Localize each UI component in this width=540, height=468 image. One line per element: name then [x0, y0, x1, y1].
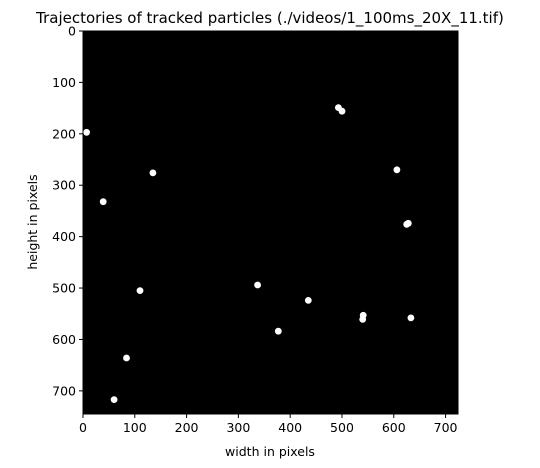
particle-point-8: [274, 327, 282, 335]
y-axis-label: height in pixels: [25, 174, 40, 269]
x-tick-label: 700: [434, 420, 458, 435]
y-tick-label: 600: [52, 332, 76, 347]
plot-area: [82, 30, 459, 415]
particle-point-14: [404, 219, 412, 227]
particle-point-11: [338, 107, 346, 115]
x-tick-label: 100: [123, 420, 147, 435]
y-tick-label: 0: [68, 24, 76, 39]
x-tick-label: 500: [330, 420, 354, 435]
x-tick-label: 300: [226, 420, 250, 435]
x-axis-label: width in pixels: [225, 444, 315, 459]
y-tick-label: 500: [52, 281, 76, 296]
y-tick-label: 200: [52, 126, 76, 141]
x-axis-ticks: 0 100 200 300 400 500 600 700: [79, 414, 458, 435]
y-axis-ticks: 0 100 200 300 400 500 600 700: [52, 24, 83, 398]
particle-point-12: [393, 166, 401, 174]
x-tick-label: 0: [79, 420, 87, 435]
particle-point-9: [304, 297, 312, 304]
y-tick-label: 400: [52, 229, 76, 244]
particle-point-4: [136, 287, 144, 294]
particle-point-7: [254, 281, 261, 289]
x-tick-label: 200: [175, 420, 199, 435]
x-tick-label: 400: [278, 420, 302, 435]
x-tick-label: 600: [382, 420, 406, 435]
particle-point-5: [123, 354, 130, 362]
particle-point-2: [149, 169, 157, 177]
particle-point-3: [99, 198, 107, 206]
chart-title: Trajectories of tracked particles (./vid…: [35, 9, 504, 28]
particle-point-17: [407, 314, 415, 322]
y-tick-label: 100: [52, 75, 76, 90]
points-layer: [83, 104, 415, 403]
particle-point-16: [359, 316, 367, 323]
y-tick-label: 300: [52, 178, 76, 193]
particle-point-1: [83, 128, 90, 136]
particle-point-6: [110, 396, 118, 403]
y-tick-label: 700: [52, 383, 76, 398]
